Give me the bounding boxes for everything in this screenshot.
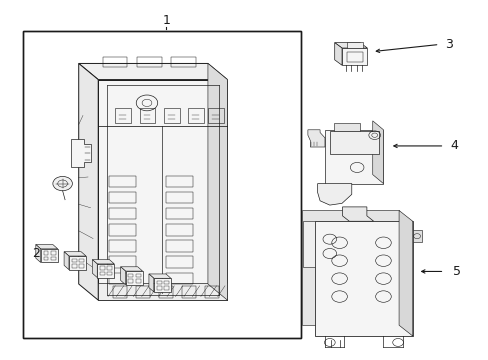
Bar	[109, 240, 136, 252]
Polygon shape	[398, 211, 412, 336]
Bar	[163, 281, 168, 284]
Text: 5: 5	[452, 265, 460, 278]
Bar	[100, 266, 105, 270]
Polygon shape	[121, 267, 142, 271]
Bar	[109, 192, 136, 203]
Bar	[109, 176, 136, 187]
Bar	[113, 286, 127, 298]
Bar	[140, 108, 155, 123]
Bar	[97, 264, 114, 278]
Polygon shape	[307, 130, 325, 147]
Bar	[79, 258, 84, 262]
Bar	[100, 272, 105, 275]
Bar	[109, 208, 136, 220]
Bar	[181, 286, 196, 298]
Bar	[72, 258, 77, 262]
Bar	[154, 278, 170, 292]
Bar	[166, 208, 193, 220]
Bar	[51, 257, 56, 260]
Bar	[41, 249, 58, 262]
Polygon shape	[303, 221, 315, 267]
Bar	[163, 108, 179, 123]
Bar	[346, 42, 362, 48]
Bar	[333, 123, 359, 131]
Bar	[166, 176, 193, 187]
Polygon shape	[412, 230, 421, 242]
Bar	[98, 80, 227, 300]
Polygon shape	[334, 42, 341, 65]
Polygon shape	[317, 184, 351, 205]
Bar	[109, 273, 136, 284]
Bar	[329, 131, 378, 154]
Bar	[346, 51, 362, 62]
Text: 2: 2	[32, 247, 40, 260]
Bar	[315, 221, 412, 336]
Bar	[166, 192, 193, 203]
Bar	[166, 224, 193, 235]
Text: 1: 1	[162, 14, 170, 27]
Bar	[166, 256, 193, 268]
Polygon shape	[71, 139, 91, 167]
Bar	[207, 108, 223, 123]
Polygon shape	[92, 260, 97, 278]
Polygon shape	[301, 211, 398, 325]
Bar	[166, 240, 193, 252]
Polygon shape	[36, 244, 41, 262]
Bar	[325, 130, 383, 184]
Polygon shape	[79, 63, 98, 300]
Bar	[115, 108, 131, 123]
Bar	[125, 271, 142, 285]
Bar	[107, 266, 112, 270]
Bar	[128, 274, 133, 277]
Text: 3: 3	[445, 38, 452, 51]
Polygon shape	[64, 252, 69, 270]
Bar	[43, 257, 48, 260]
Bar	[163, 286, 168, 290]
Bar	[341, 48, 366, 65]
Polygon shape	[207, 63, 227, 300]
Polygon shape	[342, 207, 373, 221]
Text: 4: 4	[449, 139, 457, 152]
Bar	[136, 274, 141, 277]
Bar	[109, 256, 136, 268]
Polygon shape	[149, 274, 154, 292]
Bar	[166, 273, 193, 284]
Bar	[136, 286, 150, 298]
Bar	[204, 286, 219, 298]
Circle shape	[53, 176, 72, 191]
Bar	[72, 264, 77, 267]
Bar	[98, 283, 227, 300]
Bar	[69, 256, 86, 270]
Polygon shape	[121, 267, 125, 285]
Polygon shape	[92, 260, 114, 264]
Polygon shape	[79, 63, 227, 80]
Polygon shape	[334, 42, 366, 48]
Bar	[43, 251, 48, 255]
Bar	[136, 279, 141, 283]
Polygon shape	[149, 274, 170, 278]
Bar	[128, 279, 133, 283]
Bar	[158, 286, 173, 298]
Polygon shape	[64, 252, 86, 256]
Bar	[22, 31, 300, 338]
Bar	[109, 224, 136, 235]
Bar	[107, 272, 112, 275]
Bar	[188, 108, 203, 123]
Bar	[79, 264, 84, 267]
Bar	[51, 251, 56, 255]
Polygon shape	[372, 121, 383, 184]
Bar	[22, 31, 300, 338]
Polygon shape	[36, 244, 58, 249]
Bar	[157, 286, 161, 290]
Bar	[157, 281, 161, 284]
